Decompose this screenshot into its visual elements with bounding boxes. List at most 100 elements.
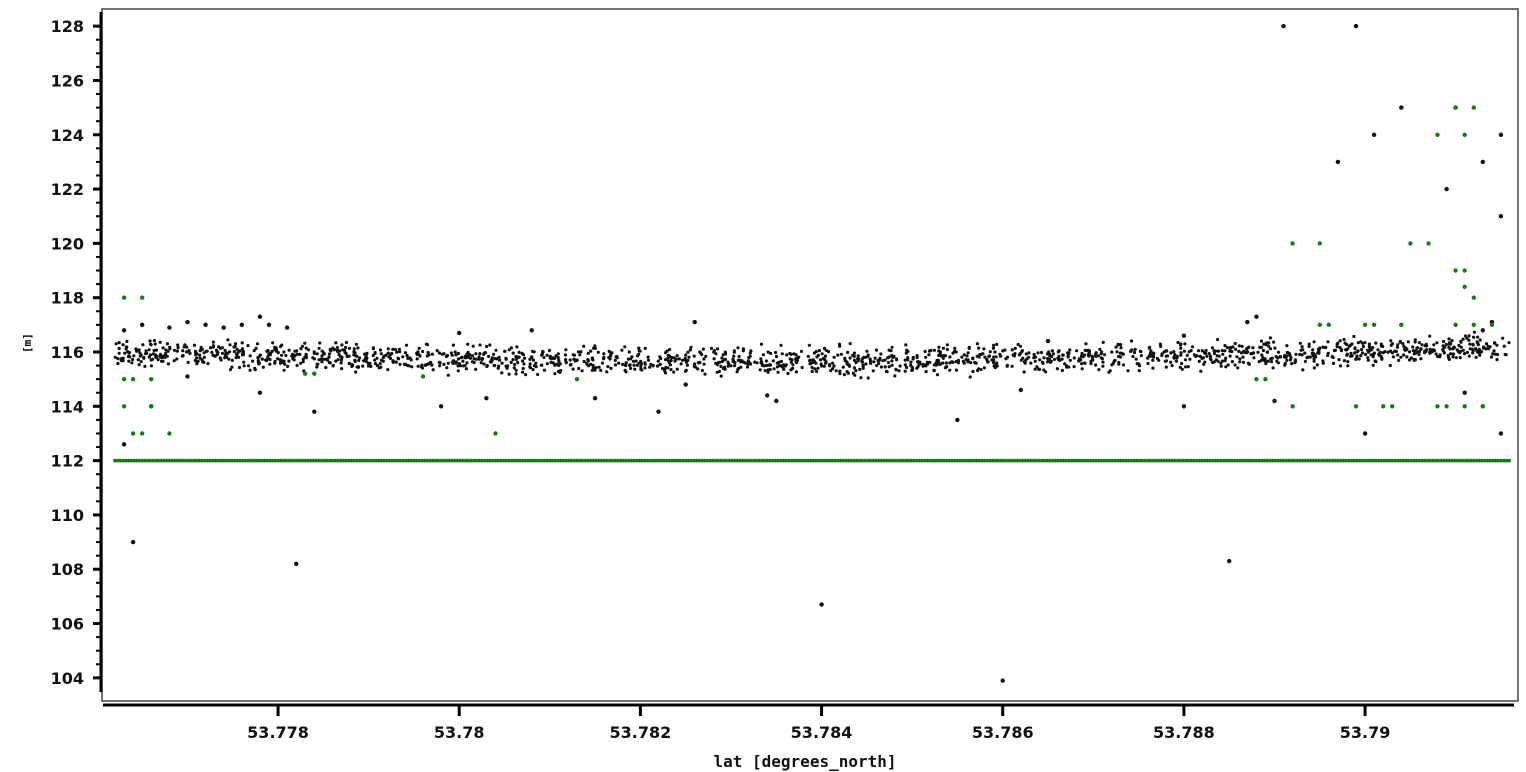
data-point — [397, 347, 401, 351]
data-point — [1442, 458, 1446, 463]
data-point — [161, 359, 165, 363]
data-point — [512, 366, 516, 370]
data-point — [320, 360, 324, 364]
data-point — [1411, 345, 1415, 349]
data-point — [572, 458, 577, 463]
data-point — [554, 363, 558, 367]
data-point — [246, 344, 250, 348]
data-point — [1172, 458, 1177, 463]
data-point — [1474, 355, 1478, 359]
data-point — [1224, 356, 1228, 360]
data-point — [523, 356, 527, 360]
data-point — [255, 342, 260, 346]
data-point — [1194, 458, 1199, 463]
data-point — [1312, 359, 1316, 363]
data-point — [646, 358, 651, 362]
data-point — [1219, 458, 1223, 463]
data-point — [819, 358, 823, 362]
data-point — [1355, 458, 1359, 463]
data-point — [153, 353, 157, 357]
data-point — [575, 458, 579, 463]
data-point — [1372, 352, 1376, 356]
data-point — [1355, 356, 1359, 360]
data-point — [831, 361, 835, 365]
data-point — [185, 350, 189, 354]
data-point — [113, 458, 117, 463]
data-point — [577, 366, 581, 371]
data-point — [1096, 354, 1100, 358]
data-point — [1243, 458, 1248, 463]
data-point — [353, 351, 357, 355]
data-point — [774, 350, 778, 355]
data-point — [825, 458, 829, 463]
data-point — [648, 458, 653, 463]
data-point — [175, 458, 180, 463]
data-point — [1338, 364, 1343, 368]
data-point — [1126, 458, 1131, 463]
data-point — [327, 458, 332, 463]
data-point — [1251, 458, 1256, 463]
data-point — [217, 345, 221, 349]
data-point — [541, 349, 545, 354]
data-point — [1369, 353, 1373, 357]
data-point — [618, 458, 623, 463]
data-point — [1333, 458, 1338, 463]
data-point — [713, 458, 718, 463]
data-point — [751, 458, 756, 463]
data-point — [497, 355, 501, 359]
data-point — [832, 364, 836, 368]
data-point — [200, 458, 204, 463]
data-point — [1007, 458, 1011, 463]
data-point — [1303, 458, 1308, 463]
data-point — [1303, 351, 1307, 355]
data-point — [1501, 458, 1506, 463]
data-point — [1462, 268, 1467, 273]
data-point — [1267, 341, 1271, 345]
data-point — [1335, 345, 1339, 349]
data-point — [1425, 344, 1429, 348]
data-point — [1477, 458, 1482, 463]
data-point — [554, 354, 558, 358]
data-point — [879, 352, 883, 356]
data-point — [430, 363, 434, 367]
data-point — [344, 458, 348, 463]
data-point — [1414, 349, 1418, 353]
data-point — [495, 357, 499, 361]
data-point — [765, 393, 770, 398]
data-point — [1197, 458, 1202, 463]
data-point — [539, 363, 543, 367]
data-point — [971, 458, 976, 463]
data-point — [1205, 458, 1210, 463]
data-point — [1435, 132, 1440, 137]
data-point — [301, 360, 305, 364]
data-point — [1110, 363, 1114, 367]
data-point — [1091, 358, 1095, 362]
data-point — [1194, 354, 1198, 358]
data-point — [1066, 355, 1070, 359]
data-point — [239, 322, 244, 327]
data-point — [955, 417, 960, 423]
data-point — [585, 361, 589, 365]
data-point — [1344, 348, 1348, 352]
data-point — [438, 361, 442, 365]
data-point — [1299, 348, 1303, 352]
data-point — [130, 431, 136, 436]
data-point — [1447, 458, 1452, 463]
data-point — [371, 346, 375, 350]
x-axis: 53.778 53.78 53.782 53.784 53.786 53.788 53.79 — [103, 703, 1514, 742]
data-point — [1039, 458, 1044, 463]
data-point — [132, 354, 136, 358]
data-point — [234, 356, 238, 360]
data-point — [357, 358, 361, 363]
data-point — [893, 458, 897, 463]
data-point — [346, 458, 351, 463]
data-point — [354, 370, 358, 374]
data-point — [719, 458, 723, 463]
data-point — [1094, 354, 1098, 358]
data-point — [1204, 351, 1208, 355]
data-point — [488, 360, 492, 364]
data-point — [1350, 354, 1354, 358]
data-point — [487, 354, 491, 358]
data-point — [982, 458, 987, 463]
data-point — [1450, 339, 1454, 343]
